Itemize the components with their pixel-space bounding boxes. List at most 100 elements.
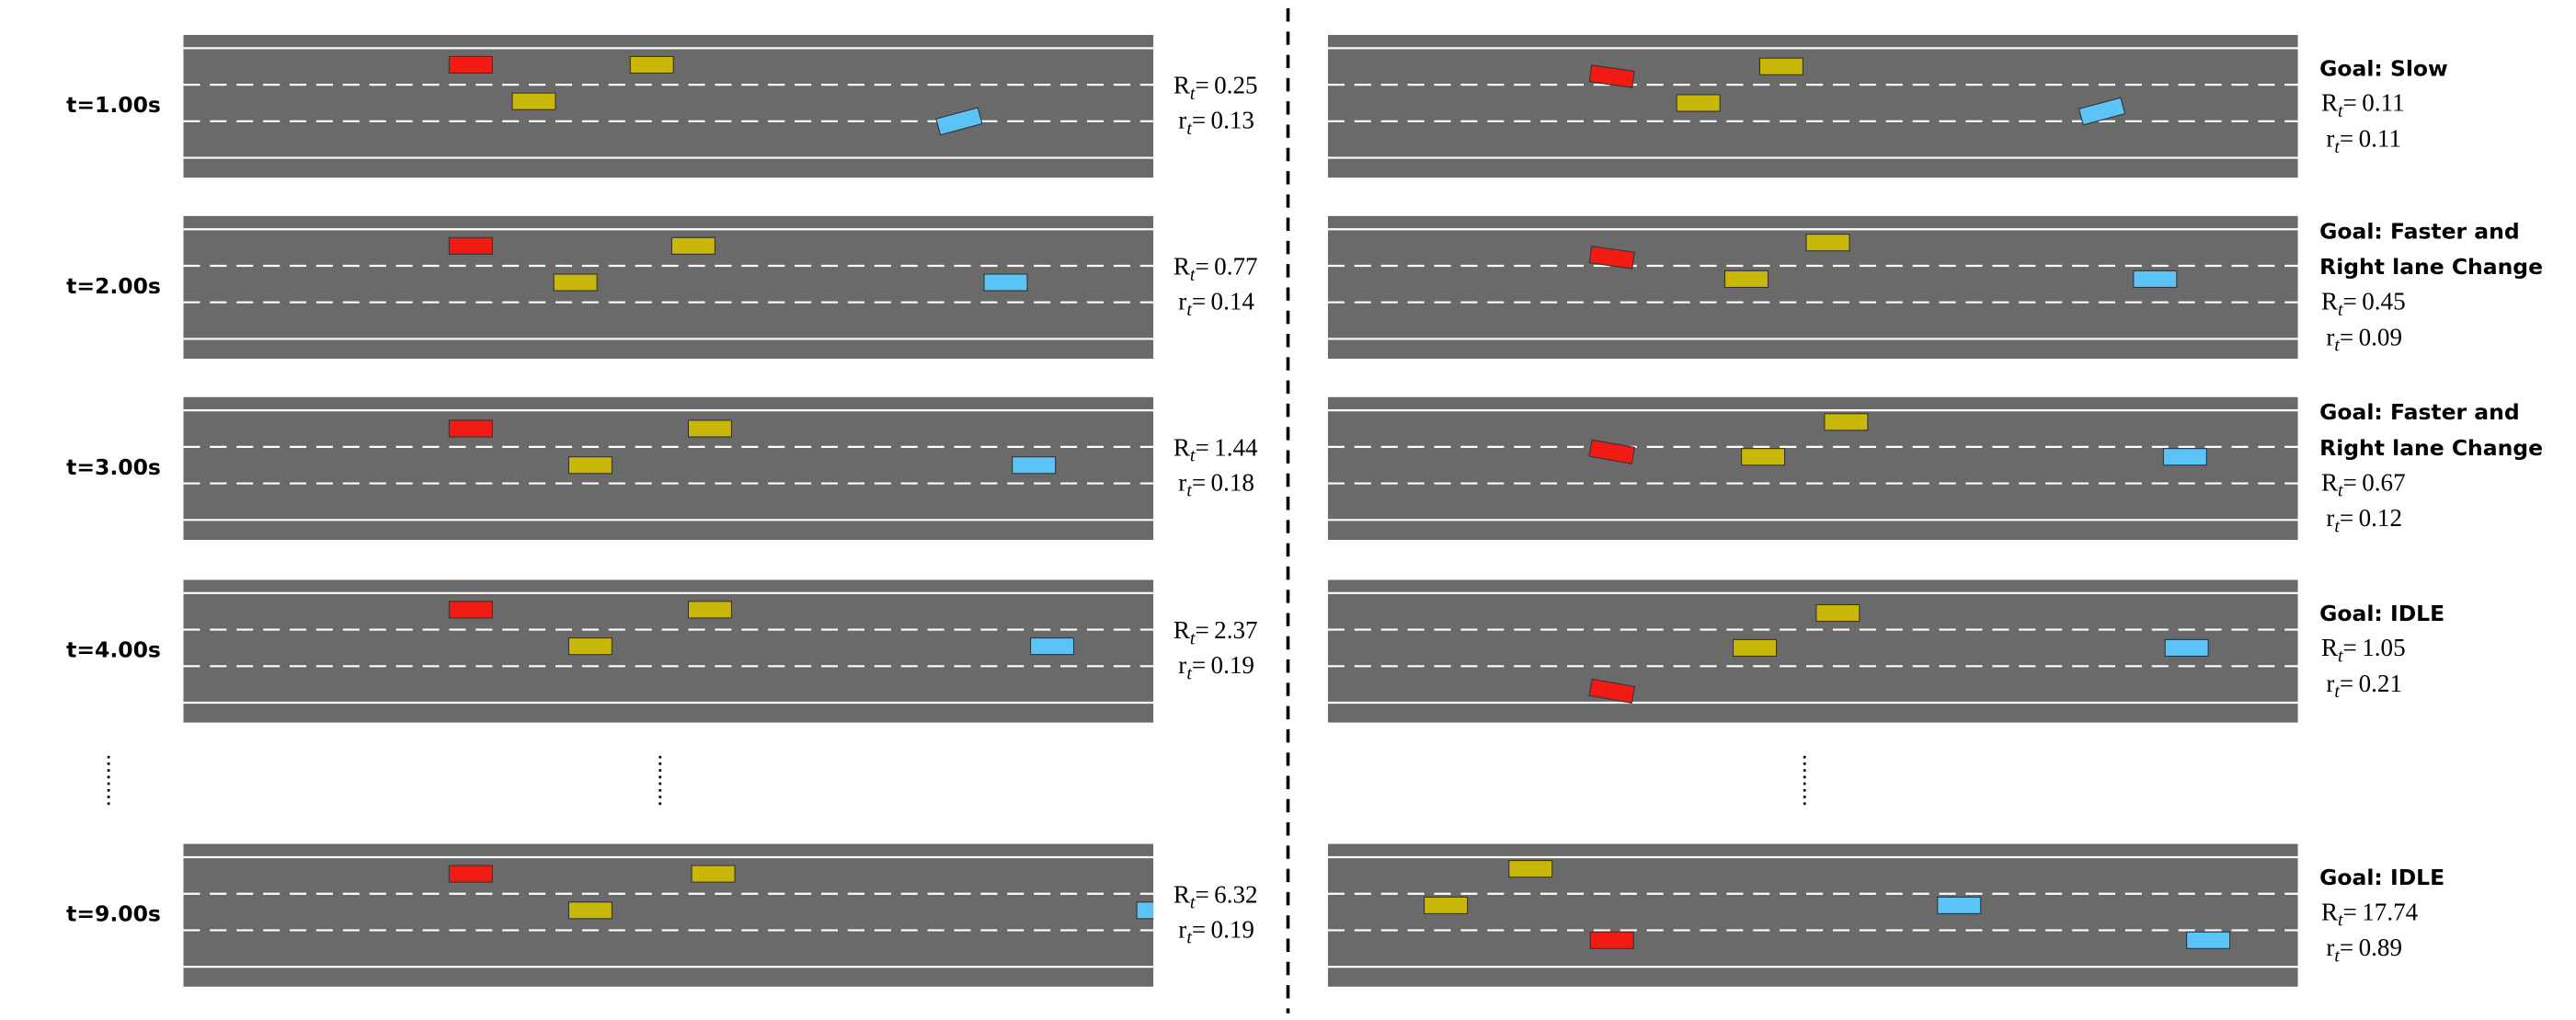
car	[567, 901, 613, 920]
subscript: t	[2338, 910, 2343, 930]
metric: rt= 0.19	[1178, 915, 1254, 947]
road	[1327, 396, 2298, 541]
equals: =	[2340, 670, 2353, 697]
car	[1805, 234, 1850, 252]
car	[691, 865, 736, 883]
metric: rt= 0.21	[2326, 670, 2402, 702]
car	[2186, 931, 2231, 949]
car	[2133, 269, 2178, 289]
metric: Rt= 0.11	[2321, 89, 2405, 121]
car	[448, 236, 493, 255]
goal-label: Goal: IDLE	[2319, 865, 2444, 890]
car	[1815, 603, 1860, 623]
road	[183, 843, 1154, 987]
car	[553, 273, 598, 292]
car	[1588, 246, 1635, 269]
value: 0.13	[1211, 107, 1254, 134]
value: 0.67	[2362, 469, 2405, 497]
equals: =	[1192, 469, 1206, 497]
road-panel	[1327, 215, 2298, 360]
road-panel	[1327, 396, 2298, 541]
value: 0.11	[2359, 125, 2401, 153]
value: 1.05	[2362, 634, 2405, 661]
car	[2162, 448, 2207, 466]
equals: =	[1195, 434, 1208, 462]
equals: =	[1195, 72, 1208, 99]
metric: rt= 0.14	[1178, 288, 1254, 320]
metric: Rt= 0.67	[2321, 469, 2406, 501]
equals: =	[1192, 651, 1206, 679]
subscript: t	[1186, 663, 1192, 683]
metric: Rt= 1.05	[2321, 634, 2406, 666]
road-panel	[1327, 843, 2298, 987]
symbol: r	[2326, 504, 2334, 532]
value: 0.19	[1211, 915, 1254, 943]
value: 0.12	[2359, 504, 2402, 532]
car	[1012, 456, 1057, 475]
value: 17.74	[2362, 899, 2418, 926]
subscript: t	[1190, 628, 1196, 648]
value: 0.09	[2359, 324, 2402, 351]
subscript: t	[2338, 646, 2343, 666]
road	[183, 396, 1154, 541]
symbol: R	[1174, 616, 1191, 644]
symbol: r	[1178, 651, 1186, 679]
road	[183, 579, 1154, 723]
car	[1424, 896, 1469, 914]
subscript: t	[2334, 946, 2340, 966]
metric: Rt= 2.37	[1174, 616, 1258, 648]
subscript: t	[1190, 445, 1196, 465]
goal-label: Goal: IDLE	[2319, 601, 2444, 626]
time-label: t=4.00s	[66, 637, 161, 663]
road-panel	[183, 843, 1154, 987]
road-panel	[1327, 34, 2298, 178]
goal-label: Goal: Slow	[2319, 55, 2448, 81]
equals: =	[1192, 107, 1206, 134]
car	[567, 637, 613, 656]
value: 0.45	[2362, 288, 2405, 315]
subscript: t	[2338, 100, 2343, 120]
metric: Rt= 0.45	[2321, 288, 2406, 320]
symbol: R	[1174, 253, 1191, 281]
symbol: R	[1174, 434, 1191, 462]
car	[1589, 931, 1634, 949]
car	[2078, 97, 2126, 126]
car	[1676, 94, 1721, 112]
time-label: t=1.00s	[66, 92, 161, 118]
metric: rt= 0.09	[2326, 324, 2402, 356]
symbol: r	[2326, 934, 2334, 961]
equals: =	[2343, 469, 2357, 497]
value: 1.44	[1214, 434, 1258, 462]
goal-label: Goal: Faster and	[2319, 218, 2520, 244]
car	[1508, 860, 1553, 878]
value: 0.77	[1214, 253, 1257, 281]
car	[448, 601, 493, 619]
subscript: t	[2334, 335, 2340, 355]
road-panel	[183, 34, 1154, 178]
car	[1733, 638, 1778, 657]
equals: =	[2343, 634, 2357, 661]
equals: =	[1195, 253, 1208, 281]
metric: Rt= 1.44	[1174, 434, 1258, 466]
road-panel	[1327, 579, 2298, 723]
car	[567, 456, 613, 475]
symbol: R	[1174, 72, 1191, 99]
value: 0.89	[2359, 934, 2402, 961]
metric: rt= 0.19	[1178, 651, 1254, 683]
car	[448, 419, 493, 438]
road-panel	[183, 215, 1154, 360]
time-label: t=2.00s	[66, 273, 161, 299]
symbol: R	[2321, 634, 2339, 661]
car	[670, 236, 716, 255]
equals: =	[2340, 504, 2353, 532]
symbol: r	[2326, 125, 2334, 153]
metric: Rt= 0.77	[1174, 253, 1258, 285]
road	[1327, 843, 2298, 987]
metric: rt= 0.13	[1178, 107, 1254, 139]
equals: =	[2343, 899, 2357, 926]
subscript: t	[1186, 927, 1192, 947]
symbol: r	[1178, 107, 1186, 134]
metric: rt= 0.12	[2326, 504, 2402, 536]
car	[1588, 64, 1635, 88]
